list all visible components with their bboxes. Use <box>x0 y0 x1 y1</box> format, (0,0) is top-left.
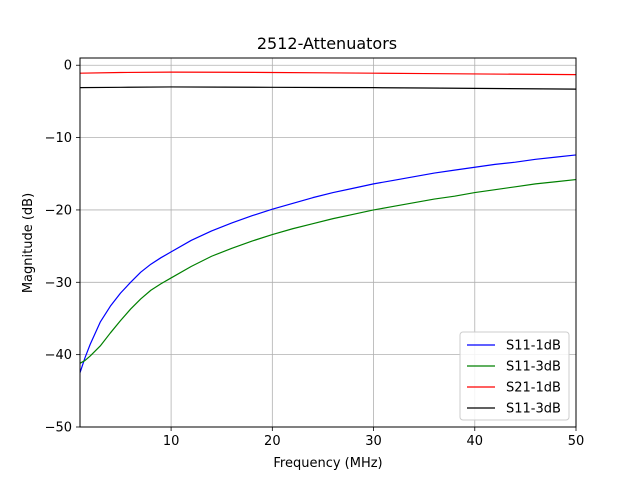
y-tick-label: −50 <box>45 421 72 436</box>
y-tick-label: −20 <box>45 203 72 218</box>
legend: S11-1dB S11-3dB S21-1dB S11-3dB <box>459 331 570 421</box>
y-tick-label: −40 <box>45 348 72 363</box>
y-axis-ticks: 0 −10 −20 −30 −40 −50 <box>45 59 80 436</box>
series-line-4 <box>79 86 577 90</box>
series-line-1 <box>79 154 577 373</box>
chart-title: 2512-Attenuators <box>257 34 397 53</box>
y-tick-label: 0 <box>64 59 72 74</box>
series-line-3 <box>79 71 577 76</box>
legend-label: S11-3dB <box>506 402 561 417</box>
x-tick-label: 10 <box>163 434 180 449</box>
legend-box <box>459 331 570 421</box>
x-tick-label: 20 <box>264 434 281 449</box>
y-tick-label: −30 <box>45 276 72 291</box>
legend-label: S11-1dB <box>506 339 561 354</box>
x-tick-label: 40 <box>467 434 484 449</box>
legend-label: S11-3dB <box>506 360 561 375</box>
y-tick-label: −10 <box>45 131 72 146</box>
legend-label: S21-1dB <box>506 381 561 396</box>
x-tick-label: 50 <box>568 434 585 449</box>
x-axis-label: Frequency (MHz) <box>273 456 382 471</box>
x-axis-ticks: 10 20 30 40 50 <box>163 427 584 449</box>
plot-lines <box>79 71 577 373</box>
x-tick-label: 30 <box>365 434 382 449</box>
series-line-2 <box>79 178 577 364</box>
plot-frame <box>79 57 577 428</box>
y-axis-label: Magnitude (dB) <box>21 193 36 293</box>
